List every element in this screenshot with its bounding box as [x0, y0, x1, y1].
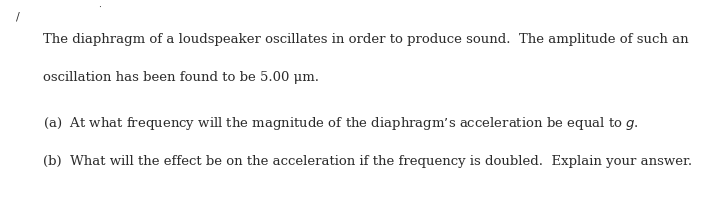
- Text: The diaphragm of a loudspeaker oscillates in order to produce sound.  The amplit: The diaphragm of a loudspeaker oscillate…: [43, 33, 689, 46]
- Text: ˙: ˙: [97, 7, 102, 16]
- Text: /: /: [16, 11, 19, 21]
- Text: (b)  What will the effect be on the acceleration if the frequency is doubled.  E: (b) What will the effect be on the accel…: [43, 155, 693, 168]
- Text: (a)  At what frequency will the magnitude of the diaphragm’s acceleration be equ: (a) At what frequency will the magnitude…: [43, 115, 639, 132]
- Text: oscillation has been found to be 5.00 μm.: oscillation has been found to be 5.00 μm…: [43, 71, 319, 84]
